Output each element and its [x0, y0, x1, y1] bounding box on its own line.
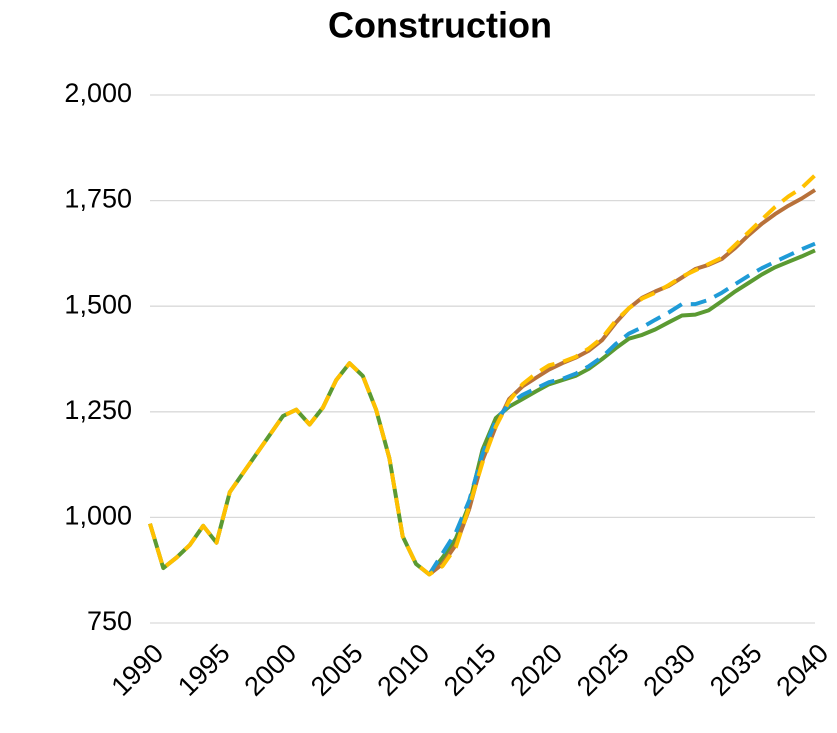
series-line: [427, 241, 816, 576]
series-line: [148, 173, 817, 577]
x-tick-label: 2020: [505, 638, 569, 702]
x-tick-label: 2025: [571, 638, 635, 702]
x-tick-label: 2005: [305, 638, 369, 702]
y-tick-label: 1,500: [64, 289, 132, 319]
x-tick-label: 2040: [771, 638, 835, 702]
x-tick-label: 1995: [172, 638, 236, 702]
series-line: [428, 188, 817, 576]
y-tick-label: 2,000: [64, 78, 132, 108]
y-tick-label: 1,250: [64, 395, 132, 425]
x-tick-label: 2010: [372, 638, 436, 702]
x-tick-label: 2000: [239, 638, 303, 702]
chart-title: Construction: [328, 5, 552, 46]
x-tick-label: 2030: [638, 638, 702, 702]
x-tick-label: 1990: [106, 638, 170, 702]
x-tick-label: 2015: [438, 638, 502, 702]
y-tick-label: 1,000: [64, 501, 132, 531]
y-tick-label: 1,750: [64, 184, 132, 214]
x-tick-label: 2035: [704, 638, 768, 702]
y-tick-label: 750: [87, 606, 132, 636]
